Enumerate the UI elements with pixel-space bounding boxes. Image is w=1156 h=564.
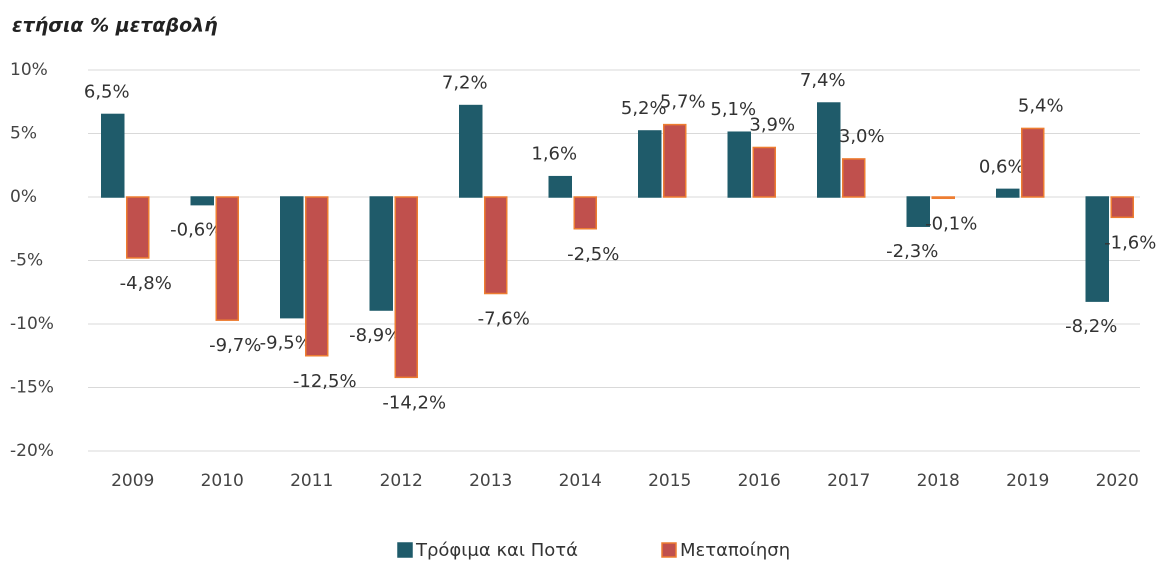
bar xyxy=(727,131,751,198)
bar xyxy=(548,175,572,198)
bar xyxy=(996,188,1020,198)
bar xyxy=(215,196,239,321)
bar xyxy=(1085,196,1109,302)
x-tick-label: 2011 xyxy=(290,471,333,491)
data-label: 5,7% xyxy=(660,92,706,113)
bar xyxy=(1021,127,1045,198)
x-tick-label: 2016 xyxy=(738,471,781,491)
bar xyxy=(394,196,418,379)
data-label: 7,4% xyxy=(800,70,846,91)
x-tick-label: 2017 xyxy=(827,471,870,491)
chart-title: ετήσια % μεταβολή xyxy=(12,15,218,37)
data-label: -8,2% xyxy=(1065,316,1117,337)
x-tick-label: 2020 xyxy=(1096,471,1139,491)
data-label: -9,5% xyxy=(260,333,312,354)
bar xyxy=(484,196,508,295)
bar xyxy=(573,196,597,230)
data-label: -0,1% xyxy=(925,213,977,234)
bar xyxy=(752,146,776,198)
data-label: -14,2% xyxy=(382,392,446,413)
y-tick-label: 0% xyxy=(10,187,37,207)
bar xyxy=(101,113,125,198)
legend-label: Μεταποίηση xyxy=(680,540,790,561)
data-label: -12,5% xyxy=(293,371,357,392)
bar xyxy=(817,102,841,198)
x-tick-label: 2014 xyxy=(559,471,602,491)
data-label: -2,3% xyxy=(886,241,938,262)
x-tick-label: 2019 xyxy=(1006,471,1049,491)
data-label: 6,5% xyxy=(84,81,130,102)
data-label: 7,2% xyxy=(442,73,488,94)
data-label: 3,0% xyxy=(839,126,885,147)
data-label: -4,8% xyxy=(120,273,172,294)
bar xyxy=(638,130,662,198)
y-tick-label: -5% xyxy=(10,251,43,271)
data-label: 5,2% xyxy=(621,98,667,119)
data-label: -1,6% xyxy=(1104,232,1156,253)
legend-swatch xyxy=(397,542,413,558)
data-label: -8,9% xyxy=(349,325,401,346)
data-label: -0,6% xyxy=(170,220,222,241)
data-label: 1,6% xyxy=(531,144,577,165)
data-label: -9,7% xyxy=(209,335,261,356)
y-tick-label: 5% xyxy=(10,124,37,144)
data-label: 5,1% xyxy=(710,99,756,120)
bar xyxy=(931,196,955,200)
legend-swatch xyxy=(661,542,677,558)
bar xyxy=(906,196,930,227)
data-label: 5,4% xyxy=(1018,95,1064,116)
y-tick-label: -15% xyxy=(10,378,54,398)
data-label: -2,5% xyxy=(567,244,619,265)
data-label: -7,6% xyxy=(478,309,530,330)
data-label: 0,6% xyxy=(979,156,1025,177)
x-tick-label: 2010 xyxy=(201,471,244,491)
data-label: 3,9% xyxy=(749,114,795,135)
legend-label: Τρόφιμα και Ποτά xyxy=(415,540,578,561)
bar xyxy=(1110,196,1134,219)
y-tick-label: -20% xyxy=(10,441,54,461)
x-tick-label: 2012 xyxy=(380,471,423,491)
y-tick-label: -10% xyxy=(10,314,54,334)
x-tick-label: 2015 xyxy=(648,471,691,491)
bar xyxy=(459,104,483,198)
bar xyxy=(305,196,329,357)
x-tick-label: 2013 xyxy=(469,471,512,491)
bar xyxy=(663,123,687,198)
y-tick-label: 10% xyxy=(10,60,48,80)
bar xyxy=(280,196,304,319)
x-tick-label: 2018 xyxy=(917,471,960,491)
bar xyxy=(369,196,393,311)
bar xyxy=(126,196,150,259)
bar xyxy=(842,158,866,198)
x-tick-label: 2009 xyxy=(111,471,154,491)
bar xyxy=(190,196,214,206)
